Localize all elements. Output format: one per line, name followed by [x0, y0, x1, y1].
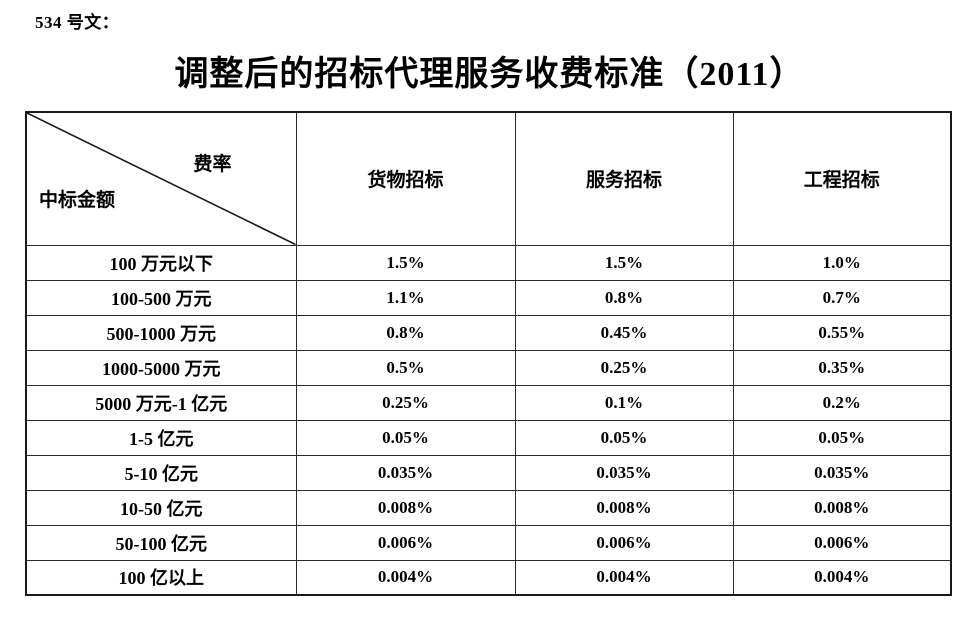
goods-rate-cell: 0.5%: [295, 349, 516, 386]
goods-rate-cell: 0.8%: [295, 314, 516, 351]
service-rate-cell: 0.05%: [514, 419, 734, 456]
amount-cell: 50-100 亿元: [25, 524, 297, 561]
table-row: 50-100 亿元 0.006% 0.006% 0.006%: [25, 524, 952, 561]
works-rate-cell: 1.0%: [732, 244, 952, 281]
service-rate-cell: 0.006%: [514, 524, 734, 561]
service-rate-cell: 0.1%: [514, 384, 734, 421]
amount-cell: 1-5 亿元: [25, 419, 297, 456]
table-row: 100-500 万元 1.1% 0.8% 0.7%: [25, 279, 952, 316]
goods-rate-cell: 1.1%: [295, 279, 516, 316]
goods-rate-cell: 0.006%: [295, 524, 516, 561]
goods-rate-cell: 0.008%: [295, 489, 516, 526]
table-row: 5000 万元-1 亿元 0.25% 0.1% 0.2%: [25, 384, 952, 421]
table-row: 1000-5000 万元 0.5% 0.25% 0.35%: [25, 349, 952, 386]
service-rate-cell: 0.008%: [514, 489, 734, 526]
diagonal-header-cell: 费率 中标金额: [25, 111, 297, 246]
service-rate-cell: 0.004%: [514, 559, 734, 596]
table-header: 费率 中标金额 货物招标 服务招标 工程招标: [25, 111, 952, 246]
corner-rate-label: 费率: [193, 153, 232, 175]
table-row: 100 亿以上 0.004% 0.004% 0.004%: [25, 559, 952, 596]
table-row: 5-10 亿元 0.035% 0.035% 0.035%: [25, 454, 952, 491]
table-row: 1-5 亿元 0.05% 0.05% 0.05%: [25, 419, 952, 456]
col-header-works-tender: 工程招标: [732, 111, 952, 246]
table-row: 100 万元以下 1.5% 1.5% 1.0%: [25, 244, 952, 281]
works-rate-cell: 0.004%: [732, 559, 952, 596]
service-rate-cell: 0.8%: [514, 279, 734, 316]
service-rate-cell: 0.25%: [514, 349, 734, 386]
service-rate-cell: 0.035%: [514, 454, 734, 491]
fee-rate-table: 费率 中标金额 货物招标 服务招标 工程招标 100 万元以下 1.5% 1.5…: [25, 111, 952, 596]
amount-cell: 5000 万元-1 亿元: [25, 384, 297, 421]
amount-cell: 100-500 万元: [25, 279, 297, 316]
works-rate-cell: 0.2%: [732, 384, 952, 421]
table-row: 10-50 亿元 0.008% 0.008% 0.008%: [25, 489, 952, 526]
works-rate-cell: 0.05%: [732, 419, 952, 456]
table-body: 100 万元以下 1.5% 1.5% 1.0% 100-500 万元 1.1% …: [25, 244, 952, 596]
works-rate-cell: 0.7%: [732, 279, 952, 316]
col-header-service-tender: 服务招标: [514, 111, 734, 246]
diagonal-divider-line: [27, 113, 296, 245]
amount-cell: 100 万元以下: [25, 244, 297, 281]
amount-cell: 1000-5000 万元: [25, 349, 297, 386]
works-rate-cell: 0.006%: [732, 524, 952, 561]
amount-cell: 5-10 亿元: [25, 454, 297, 491]
goods-rate-cell: 0.004%: [295, 559, 516, 596]
works-rate-cell: 0.035%: [732, 454, 952, 491]
corner-amount-label: 中标金额: [39, 190, 116, 212]
service-rate-cell: 1.5%: [514, 244, 734, 281]
col-header-goods-tender: 货物招标: [295, 111, 516, 246]
amount-cell: 100 亿以上: [25, 559, 297, 596]
table-row: 500-1000 万元 0.8% 0.45% 0.55%: [25, 314, 952, 351]
amount-cell: 10-50 亿元: [25, 489, 297, 526]
header-row: 费率 中标金额 货物招标 服务招标 工程招标: [25, 111, 952, 246]
doc-number-label: 534 号文：: [35, 13, 120, 32]
service-rate-cell: 0.45%: [514, 314, 734, 351]
works-rate-cell: 0.008%: [732, 489, 952, 526]
goods-rate-cell: 0.035%: [295, 454, 516, 491]
goods-rate-cell: 0.25%: [295, 384, 516, 421]
amount-cell: 500-1000 万元: [25, 314, 297, 351]
goods-rate-cell: 1.5%: [295, 244, 516, 281]
works-rate-cell: 0.35%: [732, 349, 952, 386]
page-title: 调整后的招标代理服务收费标准（2011）: [174, 56, 805, 93]
goods-rate-cell: 0.05%: [295, 419, 516, 456]
works-rate-cell: 0.55%: [732, 314, 952, 351]
